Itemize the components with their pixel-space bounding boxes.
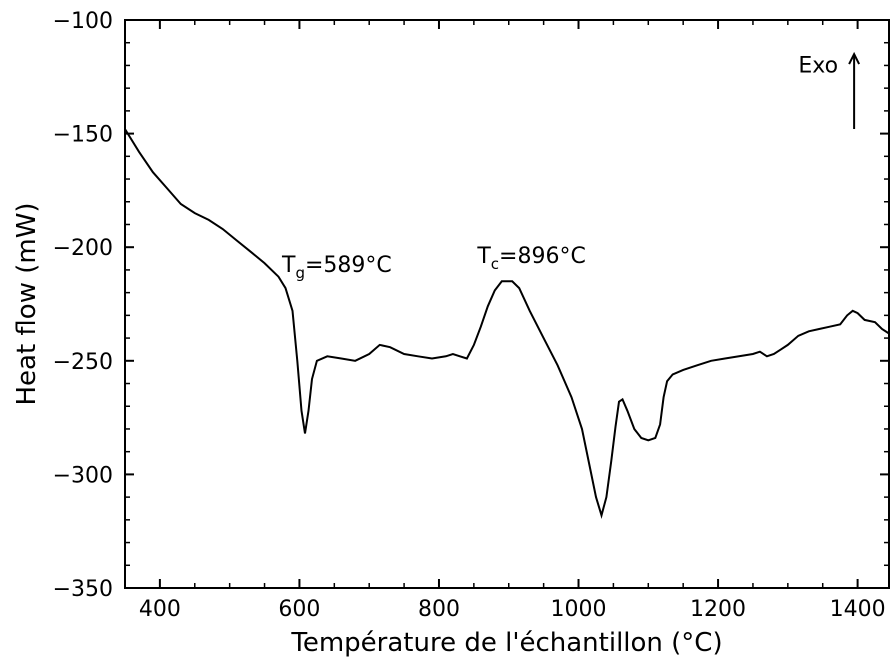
x-tick-label: 1400 (830, 597, 886, 622)
crystallization-annotation: Tc=896°C (476, 244, 586, 273)
x-tick-label: 600 (278, 597, 320, 622)
glass-transition-annotation: Tg=589°C (281, 253, 392, 282)
y-tick-label: −300 (53, 463, 113, 488)
y-axis-ticks: −100 −150 −200 −250 −300 −350 (53, 9, 889, 602)
x-tick-label: 400 (139, 597, 181, 622)
y-tick-label: −250 (53, 350, 113, 375)
y-axis-title: Heat flow (mW) (12, 202, 42, 405)
tc-main: T (476, 244, 491, 269)
x-tick-label: 1200 (690, 597, 746, 622)
tg-sub: g (295, 264, 305, 282)
y-tick-label: −350 (53, 577, 113, 602)
x-tick-label: 1000 (551, 597, 607, 622)
heat-flow-curve (124, 128, 890, 519)
y-tick-label: −100 (53, 9, 113, 34)
tc-sub: c (491, 255, 499, 273)
y-tick-label: −150 (53, 123, 113, 148)
exo-arrow-head (848, 51, 861, 65)
x-tick-label: 800 (418, 597, 460, 622)
y-tick-label: −200 (53, 236, 113, 261)
tc-rest: =896°C (499, 244, 586, 269)
tg-rest: =589°C (305, 253, 392, 278)
plot-frame (124, 19, 890, 589)
tg-main: T (281, 253, 296, 278)
exo-annotation: Exo (798, 53, 838, 78)
x-axis-ticks: 400 600 800 1000 1200 1400 (124, 20, 886, 622)
x-axis-title: Température de l'échantillon (°C) (290, 628, 722, 658)
